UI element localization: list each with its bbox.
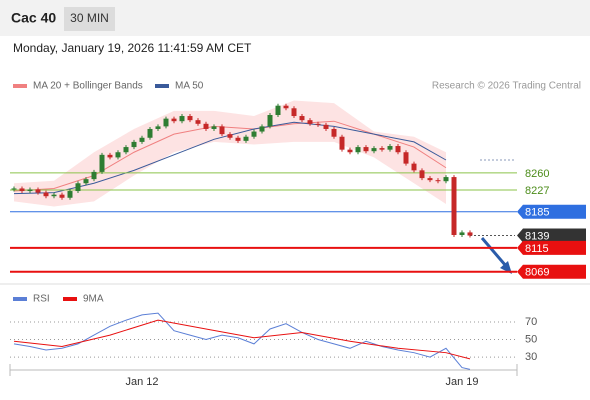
- legend-label: RSI: [33, 294, 50, 305]
- candle: [275, 105, 281, 115]
- candle: [227, 134, 233, 138]
- y-tick-label: 50: [525, 333, 537, 345]
- level-box: [517, 240, 586, 255]
- candle: [203, 123, 209, 129]
- candle: [443, 177, 449, 182]
- candle: [219, 126, 225, 135]
- x-tick-label: Jan 12: [125, 376, 158, 388]
- candle: [371, 148, 377, 152]
- candle: [251, 131, 257, 137]
- candle: [19, 188, 25, 192]
- rsi-line: [13, 312, 471, 370]
- candle: [395, 146, 401, 153]
- candle: [59, 194, 65, 198]
- candle: [379, 148, 385, 150]
- candle: [171, 118, 177, 122]
- candle: [243, 136, 249, 141]
- candle: [139, 137, 145, 142]
- level-label: 8069: [525, 267, 549, 279]
- candle: [235, 137, 241, 141]
- candle: [195, 120, 201, 124]
- candle: [67, 191, 73, 198]
- candle: [91, 171, 97, 180]
- candle: [323, 124, 329, 129]
- candle: [283, 105, 289, 109]
- candle: [179, 116, 185, 122]
- candle: [123, 147, 129, 153]
- candle: [419, 170, 425, 179]
- candle: [11, 188, 17, 190]
- candle: [51, 194, 57, 197]
- candle: [267, 115, 273, 127]
- title: Cac 40: [11, 10, 56, 26]
- y-tick-label: 70: [525, 316, 537, 328]
- level-box: [517, 183, 586, 197]
- candle: [99, 154, 105, 172]
- y-tick-label: 30: [525, 351, 537, 363]
- candle: [131, 141, 137, 148]
- candle: [307, 120, 313, 124]
- candle: [427, 178, 433, 181]
- credit: Research © 2026 Trading Central: [432, 81, 581, 92]
- candle: [459, 232, 465, 235]
- ma50-line: [13, 121, 447, 195]
- legend-label: 9MA: [83, 294, 104, 305]
- candle: [187, 116, 193, 121]
- candle: [411, 163, 417, 171]
- level-label: 8227: [525, 185, 549, 197]
- candle: [435, 180, 441, 182]
- candle: [27, 189, 33, 192]
- level-label: 8115: [525, 243, 549, 255]
- candle: [387, 146, 393, 150]
- rsi-line: [13, 319, 471, 360]
- candle: [163, 118, 169, 127]
- level-box: [517, 165, 586, 180]
- level-box: [517, 264, 586, 279]
- candle: [451, 177, 457, 235]
- candle: [355, 147, 361, 153]
- candle: [35, 189, 41, 193]
- forecast-arrow: [480, 237, 508, 267]
- ma20-line: [13, 120, 447, 192]
- legend-label: MA 50: [175, 81, 204, 92]
- candle: [291, 108, 297, 117]
- legend-label: MA 20 + Bollinger Bands: [33, 81, 143, 92]
- candle: [331, 128, 337, 137]
- level-label: 8260: [525, 168, 549, 180]
- candle: [147, 128, 153, 138]
- candle: [363, 147, 369, 152]
- candle: [107, 154, 113, 158]
- interval-badge: [64, 7, 115, 31]
- candle: [299, 116, 305, 121]
- candle: [259, 126, 265, 132]
- candle: [467, 232, 473, 236]
- level-label: 8139: [525, 230, 549, 242]
- x-tick-label: Jan 19: [445, 376, 478, 388]
- level-label: 8185: [525, 207, 549, 219]
- level-box: [517, 204, 586, 219]
- candle: [347, 149, 353, 153]
- candle: [339, 136, 345, 150]
- candle: [83, 179, 89, 184]
- candle: [43, 192, 49, 197]
- level-box: [517, 228, 586, 243]
- candle: [75, 183, 81, 192]
- timestamp: Monday, January 19, 2026 11:41:59 AM CET: [13, 41, 252, 55]
- candle: [315, 123, 321, 125]
- interval: 30 MIN: [70, 11, 109, 25]
- candle: [403, 152, 409, 164]
- candle: [211, 126, 217, 129]
- candle: [115, 152, 121, 158]
- candle: [155, 126, 161, 129]
